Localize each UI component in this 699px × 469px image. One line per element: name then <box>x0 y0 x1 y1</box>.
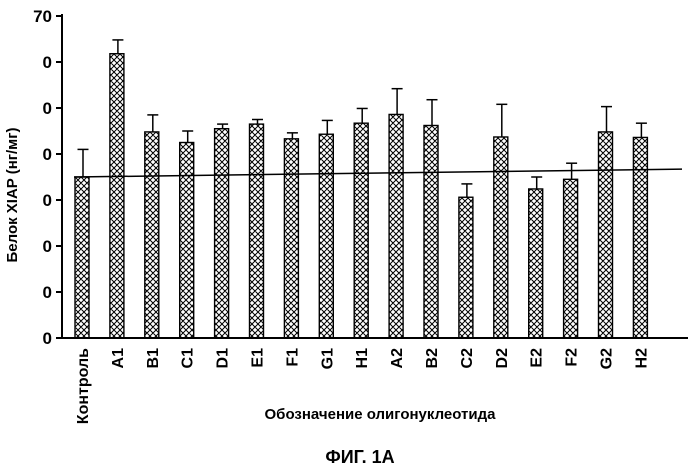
bar-C2 <box>459 197 473 338</box>
x-tick-label: A1 <box>110 348 127 369</box>
x-tick-label: F2 <box>564 348 581 367</box>
bar-E2 <box>529 189 543 338</box>
reference-line <box>74 169 682 177</box>
x-tick-label: D2 <box>494 348 511 369</box>
bar-A2 <box>389 114 403 338</box>
y-ticks-group: 0 0 0 0 0 0 0 70 <box>33 7 62 348</box>
figure-caption: ФИГ. 1А <box>325 447 394 467</box>
bar-H2 <box>633 137 647 338</box>
bar-F2 <box>564 179 578 338</box>
y-tick-label: 0 <box>43 283 52 302</box>
bar-D1 <box>215 129 229 338</box>
bar-G1 <box>319 134 333 338</box>
x-tick-label: B1 <box>145 348 162 369</box>
x-tick-label: G2 <box>599 348 616 369</box>
x-tick-label: Контроль <box>75 348 92 424</box>
x-tick-label: E2 <box>529 348 546 368</box>
y-tick-label: 70 <box>33 7 52 26</box>
x-tick-label: C1 <box>180 348 197 369</box>
y-tick-label: 0 <box>43 53 52 72</box>
bar-G2 <box>599 132 613 338</box>
y-tick-label: 0 <box>43 145 52 164</box>
y-axis-title: Белок XIAP (нг/мг) <box>4 127 21 262</box>
x-tick-label: C2 <box>459 348 476 369</box>
y-tick-label: 0 <box>43 237 52 256</box>
bars-group <box>75 54 647 338</box>
x-tick-label: D1 <box>215 348 232 369</box>
bar-H1 <box>354 123 368 338</box>
bar-B2 <box>424 125 438 338</box>
x-axis-title: Обозначение олигонуклеотида <box>265 406 497 423</box>
x-tick-label: G1 <box>319 348 336 369</box>
bar-B1 <box>145 132 159 338</box>
x-tick-label: B2 <box>424 348 441 369</box>
x-tick-label: E1 <box>250 348 267 368</box>
y-tick-label: 0 <box>43 191 52 210</box>
x-tick-label: F1 <box>284 348 301 367</box>
bar-D2 <box>494 137 508 338</box>
bar-A1 <box>110 54 124 338</box>
bar-C1 <box>180 143 194 339</box>
bar-Контроль <box>75 177 89 338</box>
x-tick-label: H1 <box>354 348 371 369</box>
y-tick-label: 0 <box>43 99 52 118</box>
bar-F1 <box>284 139 298 338</box>
x-tick-label: H2 <box>633 348 650 369</box>
x-tick-label: A2 <box>389 348 406 369</box>
y-tick-label: 0 <box>43 329 52 348</box>
bar-E1 <box>250 124 264 338</box>
